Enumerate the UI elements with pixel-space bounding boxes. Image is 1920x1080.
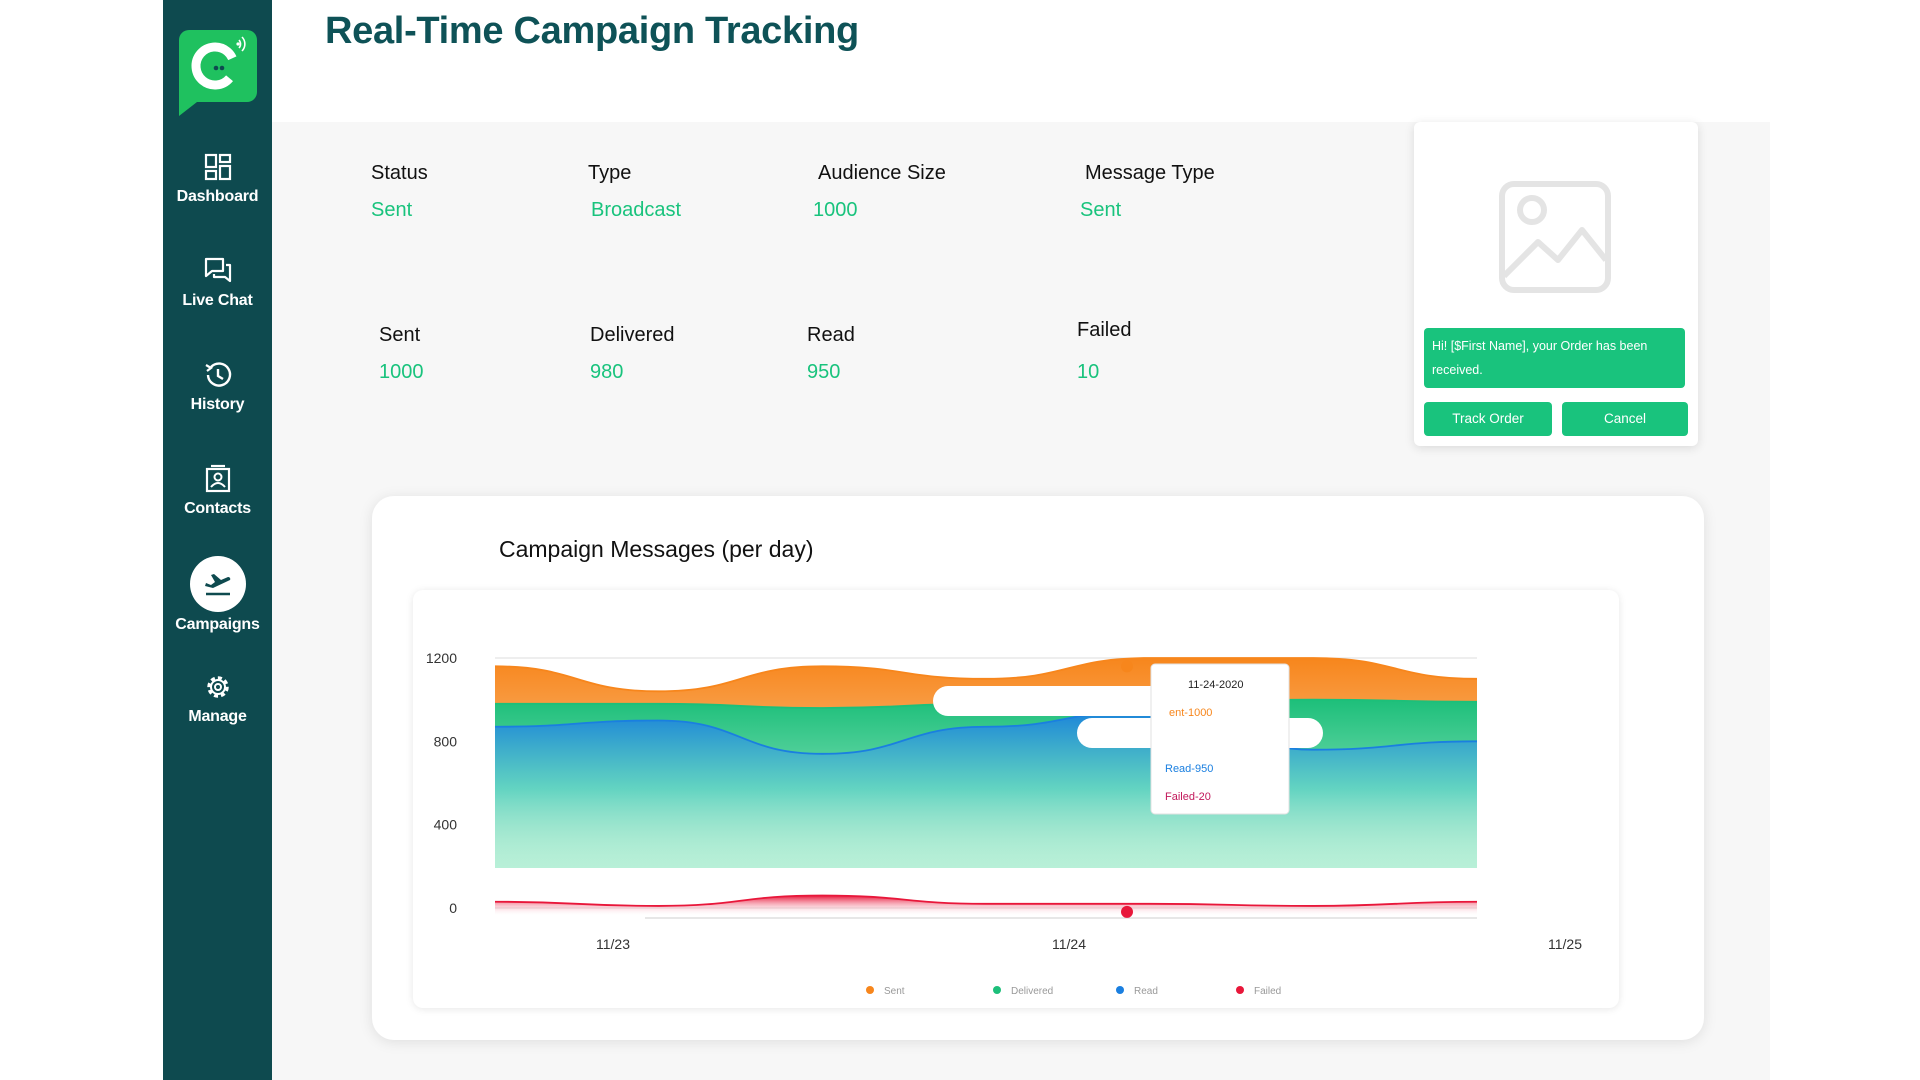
chart-tooltip (1150, 663, 1290, 815)
tooltip-date: 11-24-2020 (1188, 679, 1243, 691)
stat-value: 950 (807, 361, 841, 383)
x-tick-label: 11/25 (1548, 936, 1582, 952)
read-line (494, 709, 1478, 755)
tooltip-read: Read-950 (1165, 763, 1213, 775)
sidebar-item-label: Campaigns (175, 616, 260, 633)
message-preview-card: Hi! [$First Name], your Order has been r… (1414, 122, 1698, 446)
sidebar-item-history[interactable]: History (163, 360, 272, 414)
gear-icon (206, 676, 229, 698)
contacts-icon (205, 464, 230, 493)
x-tick-label: 11/23 (596, 936, 630, 952)
sent-point-highlight (1121, 660, 1133, 673)
chat-c-logo[interactable] (179, 30, 257, 116)
stat-value: 980 (590, 361, 624, 383)
sidebar-item-label: History (190, 396, 245, 413)
stat-label: Delivered (590, 324, 675, 346)
stat-label: Failed (1077, 319, 1132, 341)
chat-icon (204, 257, 231, 283)
audience-size-stat: Audience Size 1000 (813, 162, 946, 222)
tooltip-sent: ent-1000 (1169, 707, 1212, 719)
stat-label: Type (588, 162, 632, 184)
campaigns-icon-badge (189, 556, 246, 612)
sidebar-item-label: Contacts (184, 500, 251, 517)
failed-stat: Failed 10 (1077, 319, 1131, 384)
sidebar-item-campaigns[interactable]: Campaigns (163, 556, 272, 634)
hover-overlay (933, 686, 1193, 716)
campaigns-icon (204, 574, 230, 596)
track-order-button[interactable]: Track Order (1424, 402, 1552, 436)
legend-marker (1116, 986, 1124, 994)
sidebar-item-label: Dashboard (176, 188, 259, 205)
chart-container: 0 400 800 1200 11/23 11/24 11/25 11-24-2020 ent-… (413, 590, 1619, 1008)
legend-label: Read (1134, 986, 1158, 997)
y-tick-label: 0 (449, 900, 457, 916)
sidebar-item-dashboard[interactable]: Dashboard (163, 152, 272, 206)
status-stat: Status Sent (371, 162, 428, 222)
stat-label: Sent (379, 324, 421, 346)
stat-label: Audience Size (818, 162, 946, 184)
chart-card: Campaign Messages (per day) 0 400 800 1200 1… (372, 496, 1704, 1040)
sidebar-item-label: Live Chat (182, 292, 253, 309)
image-placeholder-icon (1499, 181, 1611, 293)
chart-title: Campaign Messages (per day) (499, 536, 814, 562)
stat-value: 1000 (379, 361, 424, 383)
legend-label: Failed (1254, 986, 1281, 997)
type-stat: Type Broadcast (588, 162, 681, 222)
failed-point-highlight (1121, 905, 1133, 918)
y-tick-label: 400 (434, 817, 458, 833)
message-bubble: Hi! [$First Name], your Order has been r… (1424, 328, 1685, 388)
y-tick-label: 800 (434, 733, 458, 749)
stat-value: 10 (1077, 361, 1100, 383)
stat-value: Sent (1080, 199, 1122, 221)
read-stat: Read 950 (807, 324, 855, 384)
stat-label: Read (807, 324, 855, 346)
sidebar: Dashboard Live Chat History Contacts (163, 0, 272, 1080)
legend-label: Sent (884, 986, 905, 997)
x-tick-label: 11/24 (1052, 936, 1086, 952)
page-title: Real-Time Campaign Tracking (325, 10, 859, 52)
sidebar-item-label: Manage (188, 708, 247, 725)
stat-label: Status (371, 162, 428, 184)
stat-value: Sent (371, 199, 413, 221)
sidebar-item-manage[interactable]: Manage (163, 672, 272, 726)
cancel-button[interactable]: Cancel (1562, 402, 1688, 436)
stat-value: 1000 (813, 199, 858, 221)
tooltip-failed: Failed-20 (1165, 791, 1211, 803)
delivered-stat: Delivered 980 (590, 324, 674, 384)
sidebar-item-live-chat[interactable]: Live Chat (163, 256, 272, 310)
legend-marker (866, 986, 874, 994)
campaign-messages-chart: 0 400 800 1200 11/23 11/24 11/25 11-24-2020 ent-… (426, 650, 1582, 997)
legend-marker (993, 986, 1001, 994)
sidebar-item-contacts[interactable]: Contacts (163, 464, 272, 518)
sent-line (494, 657, 1478, 693)
history-icon (204, 362, 231, 387)
message-type-stat: Message Type Sent (1080, 162, 1215, 222)
stat-label: Message Type (1085, 162, 1215, 184)
dashboard-icon (204, 153, 231, 181)
y-tick-label: 1200 (426, 650, 457, 666)
failed-area (495, 895, 1477, 916)
sent-stat: Sent 1000 (379, 324, 424, 384)
stat-value: Broadcast (591, 199, 682, 221)
legend-label: Delivered (1011, 986, 1053, 997)
failed-line (494, 894, 1478, 907)
legend-marker (1236, 986, 1244, 994)
